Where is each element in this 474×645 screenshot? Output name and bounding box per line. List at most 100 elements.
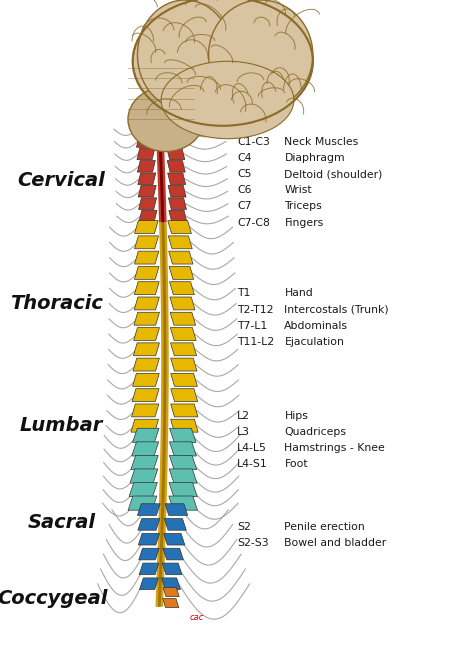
Text: cac: cac: [190, 613, 204, 622]
Polygon shape: [162, 563, 182, 575]
Polygon shape: [169, 469, 197, 483]
Polygon shape: [138, 519, 160, 530]
Ellipse shape: [161, 61, 294, 139]
Text: L2: L2: [237, 411, 250, 421]
Polygon shape: [139, 563, 159, 575]
Polygon shape: [168, 236, 192, 249]
Polygon shape: [130, 469, 158, 483]
Text: C5: C5: [237, 169, 252, 179]
Text: Diaphragm: Diaphragm: [284, 153, 345, 163]
Polygon shape: [168, 221, 191, 233]
Polygon shape: [163, 588, 179, 597]
Polygon shape: [167, 148, 185, 160]
Polygon shape: [169, 496, 198, 510]
Polygon shape: [134, 282, 159, 295]
Text: Penile erection: Penile erection: [284, 522, 365, 532]
Text: Cervical: Cervical: [18, 171, 106, 190]
Text: Abdominals: Abdominals: [284, 321, 348, 331]
Polygon shape: [171, 419, 198, 432]
Text: Bowel and bladder: Bowel and bladder: [284, 538, 387, 548]
Text: Wrist: Wrist: [284, 185, 312, 195]
Polygon shape: [134, 328, 159, 341]
Polygon shape: [170, 312, 196, 325]
Polygon shape: [167, 161, 185, 172]
Text: C7: C7: [237, 201, 252, 212]
Polygon shape: [169, 455, 197, 470]
Polygon shape: [138, 185, 156, 197]
Ellipse shape: [209, 0, 313, 110]
Polygon shape: [138, 173, 156, 184]
Text: Intercostals (Trunk): Intercostals (Trunk): [284, 304, 389, 315]
Polygon shape: [131, 419, 158, 432]
Text: Hamstrings - Knee: Hamstrings - Knee: [284, 443, 385, 453]
Text: Hips: Hips: [284, 411, 308, 421]
Polygon shape: [139, 210, 157, 222]
Polygon shape: [139, 548, 159, 560]
Polygon shape: [137, 135, 155, 147]
Polygon shape: [135, 251, 159, 264]
Polygon shape: [133, 428, 159, 442]
Text: L4-L5: L4-L5: [237, 443, 267, 453]
Polygon shape: [170, 428, 196, 442]
Polygon shape: [169, 266, 194, 279]
Polygon shape: [168, 198, 186, 210]
Polygon shape: [163, 548, 183, 560]
Polygon shape: [137, 161, 155, 172]
Polygon shape: [137, 148, 155, 160]
Text: L3: L3: [237, 427, 250, 437]
Polygon shape: [135, 266, 159, 279]
Polygon shape: [171, 389, 198, 402]
Text: C7-C8: C7-C8: [237, 217, 270, 228]
Polygon shape: [171, 404, 198, 417]
Polygon shape: [163, 599, 179, 608]
Text: S2: S2: [237, 522, 251, 532]
Polygon shape: [164, 533, 185, 545]
Polygon shape: [170, 282, 194, 295]
Text: Neck Muscles: Neck Muscles: [284, 137, 359, 147]
Polygon shape: [128, 496, 157, 510]
Text: Thoracic: Thoracic: [10, 293, 103, 313]
Polygon shape: [132, 404, 159, 417]
Text: T1: T1: [237, 288, 250, 299]
Text: Fingers: Fingers: [284, 217, 324, 228]
Polygon shape: [137, 504, 160, 515]
Polygon shape: [168, 185, 186, 197]
Text: Lumbar: Lumbar: [20, 416, 103, 435]
Polygon shape: [133, 343, 159, 356]
Polygon shape: [169, 210, 187, 222]
Polygon shape: [168, 173, 186, 184]
Polygon shape: [170, 328, 196, 341]
Polygon shape: [135, 236, 158, 249]
Polygon shape: [165, 504, 188, 515]
Polygon shape: [134, 312, 159, 325]
Polygon shape: [171, 358, 197, 371]
Polygon shape: [164, 519, 186, 530]
Text: Quadriceps: Quadriceps: [284, 427, 346, 437]
Polygon shape: [166, 123, 184, 135]
Polygon shape: [171, 373, 197, 386]
Polygon shape: [139, 578, 158, 590]
Ellipse shape: [148, 89, 169, 104]
Polygon shape: [135, 221, 158, 233]
Text: L4-S1: L4-S1: [237, 459, 268, 470]
Polygon shape: [132, 442, 159, 456]
Text: C1-C3: C1-C3: [237, 137, 270, 147]
Polygon shape: [169, 442, 196, 456]
Polygon shape: [138, 533, 160, 545]
Polygon shape: [162, 578, 181, 590]
Polygon shape: [171, 343, 197, 356]
Polygon shape: [134, 297, 159, 310]
Ellipse shape: [133, 0, 313, 126]
Polygon shape: [133, 358, 159, 371]
Polygon shape: [169, 482, 197, 497]
Polygon shape: [170, 297, 195, 310]
Text: Ejaculation: Ejaculation: [284, 337, 344, 347]
Polygon shape: [133, 373, 159, 386]
Text: Sacral: Sacral: [27, 513, 96, 532]
Polygon shape: [132, 389, 159, 402]
Text: Foot: Foot: [284, 459, 308, 470]
Text: S2-S3: S2-S3: [237, 538, 269, 548]
Polygon shape: [136, 123, 154, 135]
Text: Coccygeal: Coccygeal: [0, 589, 107, 608]
Text: Hand: Hand: [284, 288, 313, 299]
